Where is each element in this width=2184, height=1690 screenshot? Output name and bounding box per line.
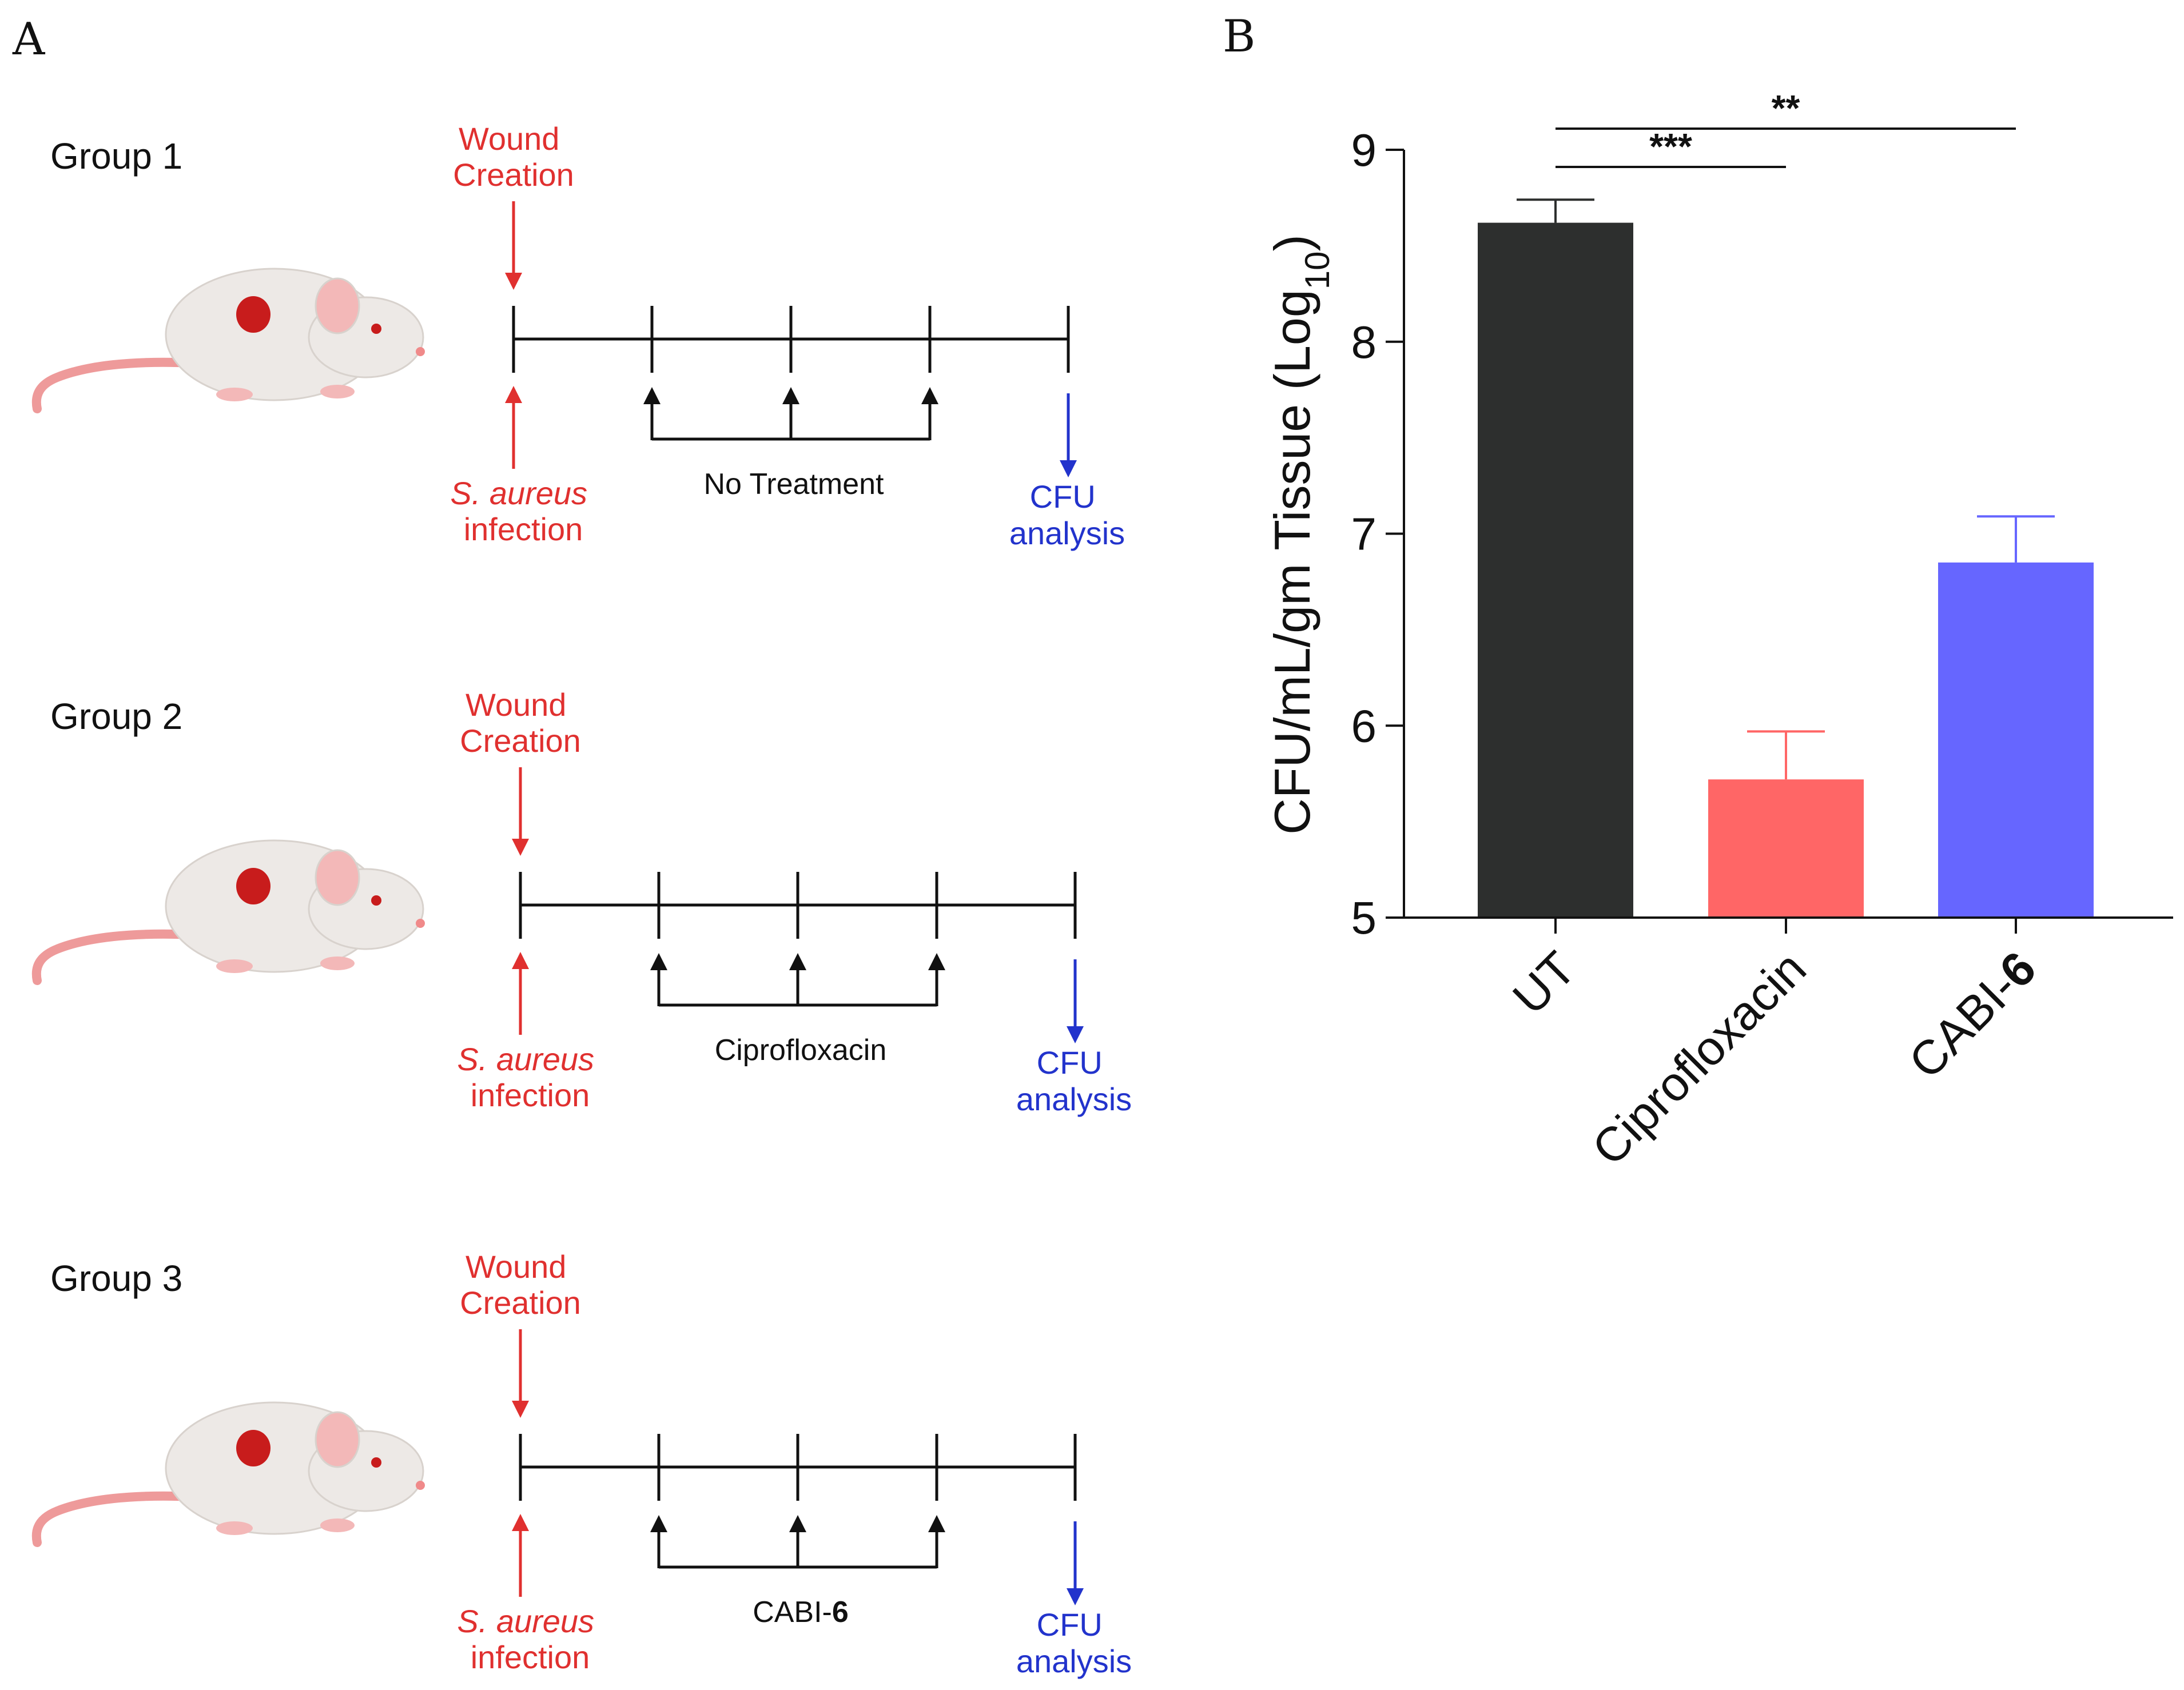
y-axis-title: CFU/mL/gm Tissue (Log10) xyxy=(1264,234,1336,835)
wound-creation-label: Wound Creation xyxy=(460,1249,581,1321)
x-tick-label: Ciprofloxacin xyxy=(1582,941,1816,1175)
wound-creation-label: Wound Creation xyxy=(460,687,581,759)
y-tick-label: 5 xyxy=(1351,892,1377,943)
y-tick-label: 8 xyxy=(1351,317,1377,368)
panel-a-label: A xyxy=(12,14,46,65)
infection-label: S. aureus infection xyxy=(457,1603,603,1675)
group-label: Group 2 xyxy=(50,696,182,737)
group-1-schematic: Group 1 Wound Creation S. aureus infecti… xyxy=(31,121,1125,551)
y-tick-label: 9 xyxy=(1351,125,1377,176)
mouse-illustration xyxy=(31,839,425,985)
group-label: Group 3 xyxy=(50,1258,182,1299)
group-3-schematic: Group 3 Wound Creation S. aureus infecti… xyxy=(31,1249,1132,1679)
y-tick-label: 7 xyxy=(1351,509,1377,560)
significance-label: ** xyxy=(1772,87,1800,129)
x-tick-label: UT xyxy=(1502,941,1586,1025)
mouse-illustration xyxy=(31,268,425,413)
cfu-analysis-label: CFU analysis xyxy=(1009,479,1125,551)
group-2-schematic: Group 2 Wound Creation S. aureus infecti… xyxy=(31,687,1132,1117)
treatment-label: CABI-6 xyxy=(753,1596,849,1629)
y-tick-label: 6 xyxy=(1351,700,1377,751)
bar-2 xyxy=(1938,562,2094,918)
panel-b-label: B xyxy=(1223,11,1255,62)
treatment-label: Ciprofloxacin xyxy=(715,1034,887,1067)
bar-0 xyxy=(1478,222,1633,918)
treatment-label: No Treatment xyxy=(703,468,884,501)
cfu-analysis-label: CFU analysis xyxy=(1016,1045,1132,1117)
mouse-illustration xyxy=(31,1401,425,1547)
infection-label: S. aureus infection xyxy=(450,475,596,547)
group-label: Group 1 xyxy=(50,135,182,177)
cfu-analysis-label: CFU analysis xyxy=(1016,1607,1132,1679)
wound-creation-label: Wound Creation xyxy=(453,121,574,193)
x-tick-label: CABI-6 xyxy=(1899,941,2046,1089)
bar-1 xyxy=(1708,779,1864,918)
significance-label: *** xyxy=(1649,126,1692,167)
infection-label: S. aureus infection xyxy=(457,1041,603,1113)
